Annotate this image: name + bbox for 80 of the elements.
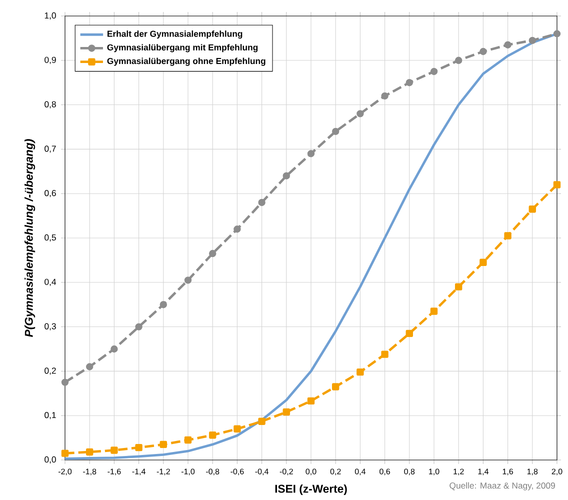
x-tick-label: 1,4 <box>478 468 489 476</box>
point <box>160 440 168 448</box>
point <box>110 446 118 454</box>
y-tick-label: 0,0 <box>44 456 56 464</box>
x-tick-label: 1,2 <box>454 468 464 476</box>
point <box>135 444 142 452</box>
x-tick-label: -0,2 <box>280 468 293 476</box>
point <box>553 181 561 188</box>
x-tick-label: -0,8 <box>206 468 220 476</box>
point <box>184 276 192 284</box>
y-tick-label: 0,2 <box>44 368 56 375</box>
point <box>307 150 315 158</box>
point <box>160 300 168 308</box>
point <box>135 323 142 330</box>
x-tick-label: -0,4 <box>255 468 268 476</box>
point <box>332 383 340 390</box>
legend-label: Gymnasialübergang mit Empfehlung <box>107 44 258 52</box>
point <box>282 408 290 416</box>
point <box>61 450 69 457</box>
y-tick-label: 0,9 <box>44 56 56 64</box>
point <box>504 41 512 48</box>
point <box>307 397 315 405</box>
legend-label: Gymnasialübergang ohne Empfehlung <box>107 58 266 66</box>
x-tick-label: -1,0 <box>181 468 195 476</box>
x-tick-label: 0,6 <box>380 468 390 476</box>
point <box>356 110 364 118</box>
point <box>528 206 536 213</box>
source-note: Quelle: Maaz & Nagy, 2009 <box>450 482 555 490</box>
y-tick-label: 0,1 <box>44 412 56 420</box>
x-tick-label: -0,6 <box>230 468 244 476</box>
x-tick-label: -1,2 <box>156 468 170 476</box>
point <box>332 128 340 136</box>
x-tick-label: 0,2 <box>330 468 341 476</box>
point <box>381 350 388 358</box>
point <box>282 172 290 180</box>
legend-label: Erhalt der Gymnasialempfehlung <box>108 30 242 39</box>
point <box>430 308 438 315</box>
point <box>209 250 216 258</box>
y-tick-label: 0,7 <box>44 146 56 153</box>
x-tick-label: 1,0 <box>429 468 440 476</box>
point <box>480 48 487 56</box>
x-tick-label: 0,0 <box>306 468 316 476</box>
point <box>430 68 438 76</box>
x-tick-label: -2,0 <box>58 468 72 476</box>
point <box>553 30 561 38</box>
point <box>480 258 487 266</box>
point <box>258 198 266 206</box>
x-tick-label: 1,8 <box>527 468 538 476</box>
point <box>258 418 266 425</box>
point <box>61 378 69 386</box>
point <box>86 363 94 370</box>
point <box>184 436 192 444</box>
point <box>381 92 388 100</box>
x-tick-label: 2,0 <box>552 468 562 476</box>
point <box>110 345 118 353</box>
x-axis-title: ISEI (z-Werte) <box>275 484 347 496</box>
y-tick-label: 1,0 <box>44 12 56 20</box>
point <box>356 368 364 376</box>
point <box>504 232 512 240</box>
point <box>528 36 536 44</box>
x-tick-label: -1,8 <box>83 468 96 476</box>
point <box>406 330 413 338</box>
point <box>454 283 462 290</box>
point <box>234 425 241 433</box>
y-axis-title: P(Gymnasialempfehlung /-übergang) <box>24 139 36 337</box>
point <box>234 226 241 233</box>
y-tick-label: 0,8 <box>44 101 56 108</box>
x-tick-label: 0,8 <box>404 468 415 476</box>
x-tick-label: 0,4 <box>354 468 366 476</box>
x-tick-label: -1,4 <box>132 468 146 476</box>
y-tick-label: 0,3 <box>44 323 56 330</box>
point <box>454 56 462 64</box>
y-tick-label: 0,6 <box>44 190 56 198</box>
x-tick-label: 1,6 <box>502 468 513 476</box>
y-tick-label: 0,5 <box>44 234 56 242</box>
x-tick-label: -1,6 <box>108 468 121 476</box>
y-tick-label: 0,4 <box>44 278 56 286</box>
point <box>86 448 94 456</box>
point <box>209 432 216 439</box>
point <box>406 78 413 86</box>
